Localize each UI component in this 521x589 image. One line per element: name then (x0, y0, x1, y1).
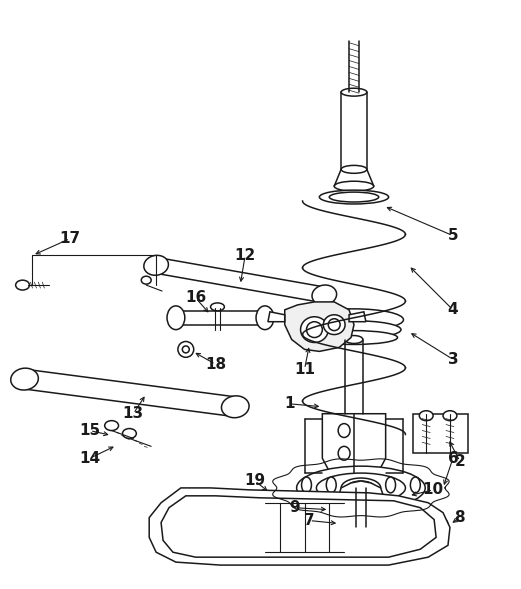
Ellipse shape (178, 342, 194, 358)
Ellipse shape (167, 306, 185, 330)
Polygon shape (176, 311, 265, 325)
Ellipse shape (326, 477, 336, 493)
Ellipse shape (296, 466, 425, 509)
Ellipse shape (141, 276, 151, 284)
Ellipse shape (311, 330, 398, 345)
Ellipse shape (341, 88, 367, 96)
Ellipse shape (319, 190, 389, 204)
Ellipse shape (307, 321, 401, 339)
Ellipse shape (256, 306, 274, 330)
Polygon shape (155, 257, 326, 303)
Text: 4: 4 (448, 302, 458, 317)
Ellipse shape (329, 192, 379, 202)
Ellipse shape (341, 166, 367, 173)
Ellipse shape (345, 336, 363, 343)
Text: 5: 5 (448, 228, 458, 243)
Ellipse shape (305, 309, 403, 330)
Text: 15: 15 (79, 423, 101, 438)
Polygon shape (149, 488, 450, 565)
Polygon shape (322, 413, 386, 473)
Ellipse shape (351, 505, 371, 514)
Ellipse shape (346, 518, 376, 528)
Text: 17: 17 (59, 231, 81, 246)
Text: 18: 18 (205, 357, 226, 372)
Ellipse shape (328, 319, 340, 330)
Ellipse shape (443, 411, 457, 421)
Ellipse shape (428, 517, 448, 532)
Ellipse shape (316, 473, 405, 503)
Ellipse shape (16, 280, 30, 290)
Ellipse shape (419, 411, 433, 421)
Ellipse shape (338, 423, 350, 438)
Ellipse shape (324, 315, 345, 335)
Ellipse shape (221, 396, 249, 418)
Ellipse shape (341, 478, 381, 498)
Ellipse shape (11, 368, 39, 390)
Polygon shape (268, 312, 285, 322)
Ellipse shape (347, 481, 375, 495)
Ellipse shape (301, 317, 328, 342)
Ellipse shape (335, 515, 387, 531)
Ellipse shape (144, 256, 168, 275)
Text: 10: 10 (423, 482, 444, 497)
Text: 2: 2 (454, 454, 465, 469)
Ellipse shape (182, 346, 189, 353)
Ellipse shape (433, 521, 443, 528)
Polygon shape (161, 496, 436, 557)
Ellipse shape (210, 303, 225, 311)
Polygon shape (23, 369, 237, 416)
Ellipse shape (122, 429, 137, 438)
Ellipse shape (312, 285, 337, 305)
Ellipse shape (105, 421, 119, 431)
Text: 19: 19 (244, 474, 266, 488)
Ellipse shape (334, 181, 374, 191)
Text: 14: 14 (79, 451, 101, 466)
Text: 16: 16 (185, 290, 206, 306)
Text: 13: 13 (123, 406, 144, 421)
Text: 8: 8 (454, 510, 465, 525)
Text: 6: 6 (448, 451, 458, 466)
Polygon shape (339, 481, 383, 498)
Text: 11: 11 (294, 362, 315, 377)
Text: 1: 1 (284, 396, 295, 411)
Ellipse shape (386, 477, 395, 493)
Ellipse shape (306, 322, 322, 337)
Text: 12: 12 (234, 248, 256, 263)
Polygon shape (285, 302, 354, 352)
Ellipse shape (411, 477, 420, 493)
Text: 9: 9 (289, 500, 300, 515)
Ellipse shape (343, 494, 379, 502)
Ellipse shape (343, 503, 379, 517)
Polygon shape (349, 312, 366, 322)
Text: 7: 7 (304, 513, 315, 528)
Ellipse shape (302, 477, 312, 493)
Ellipse shape (338, 446, 350, 460)
Text: 3: 3 (448, 352, 458, 367)
